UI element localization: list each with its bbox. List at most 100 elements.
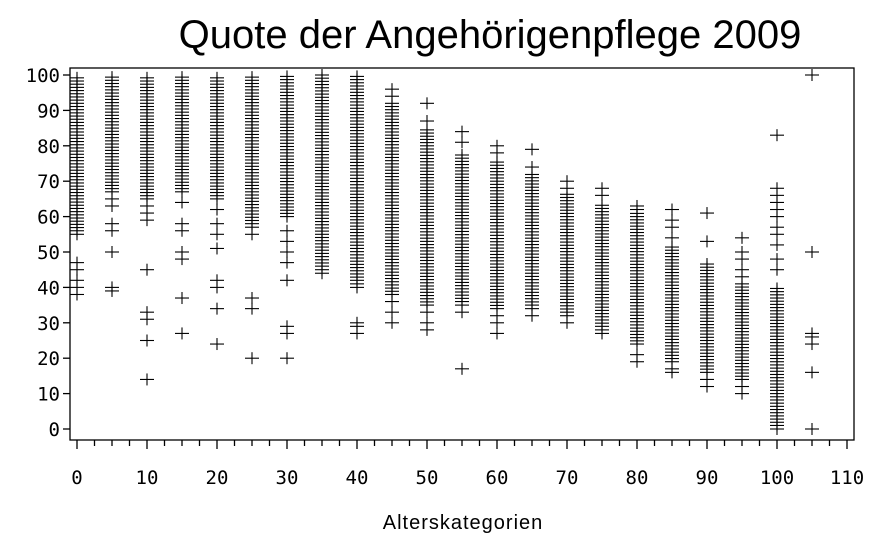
y-tick-label: 80 [37, 136, 60, 158]
data-point [175, 217, 189, 230]
data-point [210, 274, 224, 287]
data-point [280, 70, 294, 83]
data-point [805, 423, 819, 435]
data-point [70, 71, 84, 84]
data-point [245, 352, 259, 365]
data-point [770, 253, 784, 266]
data-point [630, 199, 644, 212]
data-point [420, 306, 434, 319]
data-point [210, 302, 224, 315]
data-point [280, 352, 294, 365]
y-tick-label: 50 [37, 242, 60, 264]
x-tick-label: 100 [760, 467, 794, 489]
data-point [105, 192, 119, 205]
data-point [525, 161, 539, 174]
x-tick-label: 0 [71, 467, 82, 489]
data-point [210, 203, 224, 216]
x-tick-label: 30 [276, 467, 299, 489]
data-point [105, 246, 119, 258]
data-point [560, 309, 574, 322]
data-point [140, 263, 154, 276]
data-point [770, 182, 784, 195]
data-point [455, 299, 469, 312]
data-point [420, 97, 434, 110]
data-point [735, 263, 749, 276]
data-point [105, 217, 119, 230]
data-point [280, 320, 294, 333]
x-tick-label: 20 [206, 467, 229, 489]
data-point [210, 217, 224, 230]
data-point [560, 175, 574, 188]
y-tick-label: 40 [37, 277, 60, 299]
data-point [595, 182, 609, 195]
x-axis: 0 10 20 30 40 50 60 70 80 90 100 110 [71, 440, 864, 489]
data-point [245, 302, 259, 315]
data-point [805, 327, 819, 340]
data-point [140, 334, 154, 347]
x-tick-label: 10 [136, 467, 159, 489]
data-point [770, 238, 784, 251]
data-point [700, 258, 714, 271]
data-point [420, 316, 434, 329]
data-point [385, 295, 399, 308]
x-tick-label: 70 [556, 467, 579, 489]
data-point [210, 71, 224, 84]
data-point [280, 246, 294, 258]
data-point [735, 246, 749, 258]
data-point [420, 115, 434, 128]
x-tick-label: 50 [416, 467, 439, 489]
data-point [525, 302, 539, 315]
data-point [70, 228, 84, 241]
y-tick-label: 20 [37, 348, 60, 370]
data-point [665, 231, 679, 244]
data-point [665, 214, 679, 227]
data-point [525, 143, 539, 156]
data-point [315, 263, 329, 276]
data-point [770, 282, 784, 295]
data-point [455, 362, 469, 375]
data-point [70, 256, 84, 269]
data-point [175, 327, 189, 340]
data-point [735, 231, 749, 244]
data-point [140, 306, 154, 319]
x-tick-label: 40 [346, 467, 369, 489]
data-point [175, 196, 189, 209]
data-point [210, 228, 224, 241]
data-point [700, 235, 714, 248]
data-point [595, 323, 609, 336]
y-tick-label: 30 [37, 313, 60, 335]
data-point [280, 224, 294, 237]
data-point [490, 139, 504, 152]
data-point [245, 292, 259, 305]
data-point [665, 203, 679, 216]
chart-title: Quote der Angehörigenpflege 2009 [179, 13, 802, 57]
data-point [805, 69, 819, 81]
data-point [805, 366, 819, 379]
data-point [385, 306, 399, 319]
data-point [315, 69, 329, 81]
data-point [105, 281, 119, 294]
data-point [140, 71, 154, 84]
data-point [700, 373, 714, 386]
data-point [455, 125, 469, 138]
data-point [350, 70, 364, 83]
data-point [210, 338, 224, 351]
y-tick-label: 10 [37, 384, 60, 406]
data-point [455, 149, 469, 162]
data-point [280, 235, 294, 248]
data-point [385, 83, 399, 96]
data-point [175, 71, 189, 84]
data-point [490, 309, 504, 322]
data-point [350, 277, 364, 290]
y-tick-label: 60 [37, 207, 60, 229]
x-axis-label: Alterskategorien [383, 512, 544, 533]
data-point [245, 221, 259, 234]
data-point [245, 71, 259, 84]
data-point [175, 292, 189, 305]
x-tick-label: 110 [830, 467, 864, 489]
data-point [490, 327, 504, 340]
data-point [105, 71, 119, 84]
data-point [140, 199, 154, 212]
data-point [770, 423, 784, 435]
